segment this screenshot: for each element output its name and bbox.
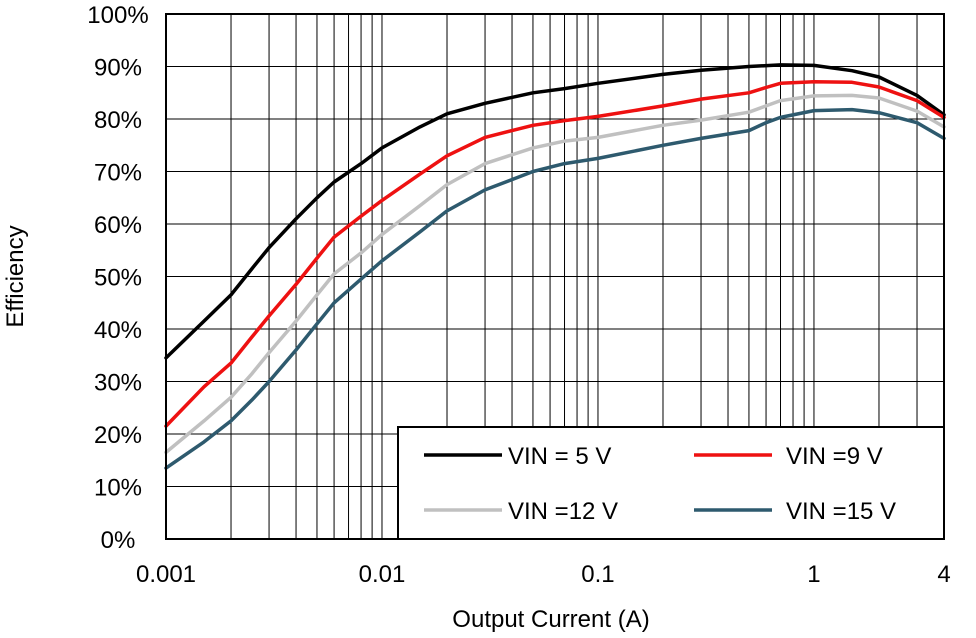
series-line-2 <box>164 79 946 428</box>
y-axis-title: Efficiency <box>2 225 29 327</box>
legend-label: VIN =9 V <box>786 443 883 470</box>
x-tick-label: 0.001 <box>136 561 196 588</box>
x-tick-labels: 0.001 0.01 0.1 1 4 <box>136 561 951 588</box>
legend-label: VIN =12 V <box>508 498 618 525</box>
legend: VIN = 5 V VIN =9 V VIN =12 V VIN =15 V <box>397 426 945 540</box>
y-tick-label: 10% <box>94 475 142 502</box>
x-tick-label: 0.1 <box>581 561 614 588</box>
y-tick-label: 90% <box>94 55 142 82</box>
y-tick-label: 0% <box>101 527 136 554</box>
y-tick-labels: 0% 10% 20% 30% 40% 50% 60% 70% 80% 90% 100% <box>87 2 148 554</box>
legend-label: VIN = 5 V <box>508 443 611 470</box>
y-tick-label: 100% <box>87 2 148 29</box>
x-tick-label: 0.01 <box>359 561 406 588</box>
legend-box <box>397 426 945 540</box>
y-tick-label: 60% <box>94 212 142 239</box>
x-axis-title: Output Current (A) <box>452 606 649 633</box>
y-tick-label: 70% <box>94 160 142 187</box>
y-tick-label: 40% <box>94 317 142 344</box>
legend-label: VIN =15 V <box>786 498 896 525</box>
series-layer <box>164 63 946 470</box>
series-line-1 <box>164 63 946 360</box>
x-tick-label: 4 <box>937 561 950 588</box>
y-tick-label: 30% <box>94 370 142 397</box>
series-line-4 <box>164 107 946 470</box>
y-tick-label: 80% <box>94 107 142 134</box>
x-tick-label: 1 <box>807 561 820 588</box>
series-line-3 <box>164 93 946 455</box>
y-tick-label: 20% <box>94 422 142 449</box>
y-tick-label: 50% <box>94 265 142 292</box>
